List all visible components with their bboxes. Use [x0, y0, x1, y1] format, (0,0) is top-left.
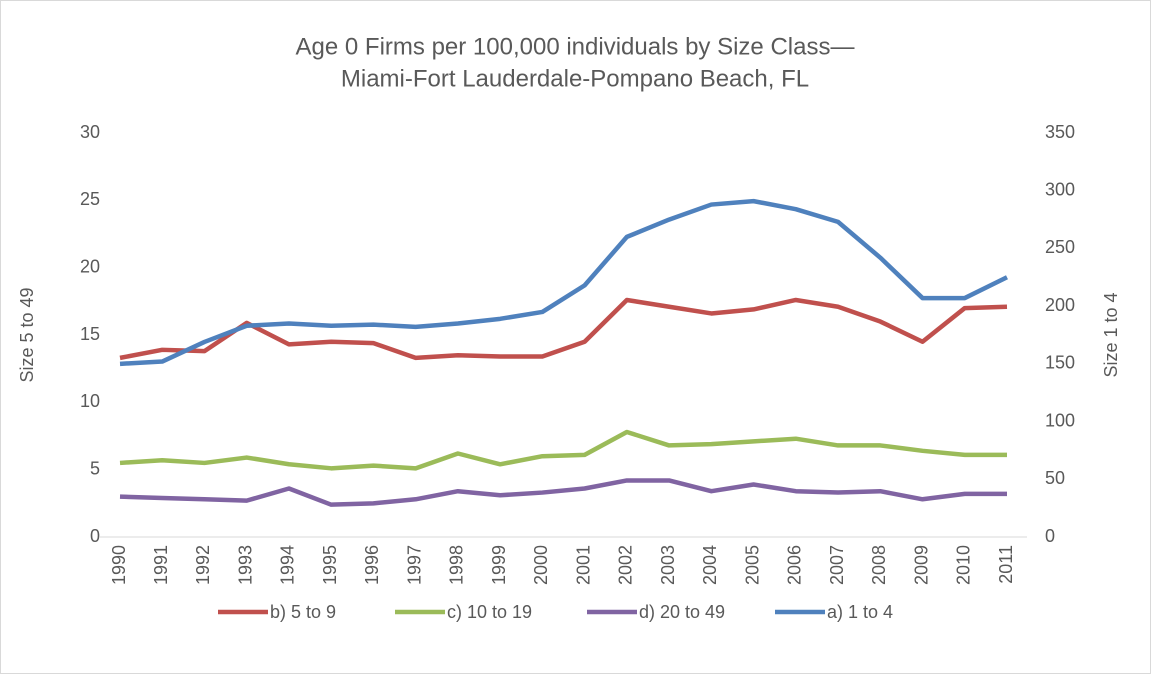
x-tick-label: 1994 — [278, 545, 298, 585]
y-tick-label: 0 — [90, 526, 100, 546]
x-tick-label: 2002 — [616, 545, 636, 585]
x-tick-label: 2006 — [785, 545, 805, 585]
x-tick-label: 2008 — [869, 545, 889, 585]
y2-tick-label: 300 — [1045, 179, 1075, 199]
x-tick-label: 2005 — [742, 545, 762, 585]
chart-title: Miami-Fort Lauderdale-Pompano Beach, FL — [341, 65, 809, 92]
y2-tick-label: 150 — [1045, 353, 1075, 373]
x-tick-label: 2003 — [658, 545, 678, 585]
x-tick-label: 2001 — [573, 545, 593, 585]
series-line — [119, 198, 1008, 367]
x-tick-label: 1995 — [320, 545, 340, 585]
y2-tick-label: 200 — [1045, 295, 1075, 315]
legend-label: d) 20 to 49 — [639, 602, 725, 622]
y2-tick-label: 100 — [1045, 410, 1075, 430]
legend-label: b) 5 to 9 — [270, 602, 336, 622]
series-line — [119, 478, 1007, 507]
y2-tick-label: 350 — [1045, 122, 1075, 142]
y-tick-label: 5 — [90, 458, 100, 478]
series-line — [119, 297, 1008, 361]
x-tick-label: 2011 — [996, 545, 1016, 584]
x-tick-label: 2010 — [954, 545, 974, 585]
y-tick-label: 20 — [80, 256, 100, 276]
y2-tick-label: 50 — [1045, 468, 1065, 488]
legend-label: a) 1 to 4 — [827, 602, 893, 622]
x-tick-label: 2009 — [911, 545, 931, 585]
x-tick-label: 1993 — [235, 545, 255, 585]
y-tick-label: 15 — [80, 324, 100, 344]
x-tick-label: 1990 — [109, 545, 129, 585]
y-tick-label: 10 — [80, 391, 100, 411]
legend-label: c) 10 to 19 — [447, 602, 532, 622]
y-axis-label: Size 5 to 49 — [17, 287, 37, 382]
x-tick-label: 1996 — [362, 545, 382, 585]
x-tick-label: 1998 — [447, 545, 467, 585]
x-tick-label: 2007 — [827, 545, 847, 585]
series-line — [119, 429, 1007, 471]
y-tick-label: 30 — [80, 122, 100, 142]
y2-axis-label: Size 1 to 4 — [1101, 292, 1121, 377]
x-tick-label: 1997 — [404, 545, 424, 585]
x-tick-label: 1991 — [151, 545, 171, 585]
chart-title: Age 0 Firms per 100,000 individuals by S… — [296, 33, 855, 60]
x-tick-label: 2000 — [531, 545, 551, 585]
y-tick-label: 25 — [80, 189, 100, 209]
y2-tick-label: 0 — [1045, 526, 1055, 546]
y2-tick-label: 250 — [1045, 237, 1075, 257]
x-tick-label: 1999 — [489, 545, 509, 585]
x-tick-label: 1992 — [193, 545, 213, 585]
x-tick-label: 2004 — [700, 545, 720, 585]
